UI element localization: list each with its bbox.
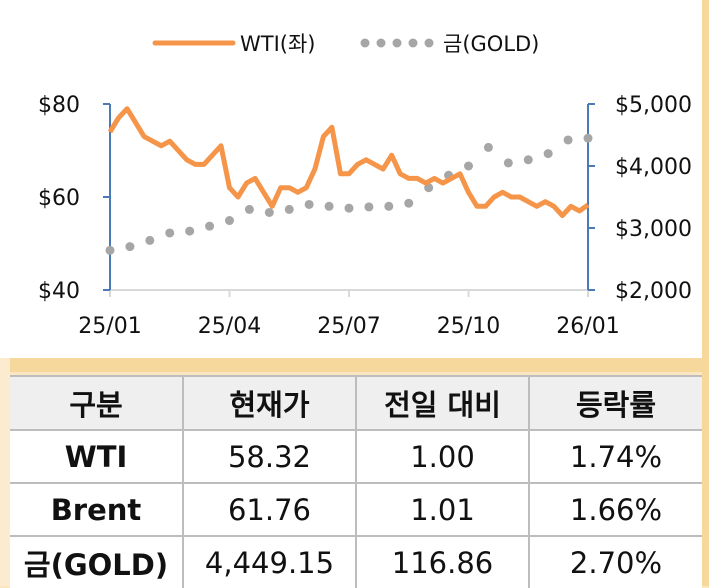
col-header-category: 구분 (10, 375, 184, 431)
row-price: 58.32 (182, 429, 357, 484)
row-rate: 1.66% (528, 482, 702, 537)
legend-gold-label: 금(GOLD) (443, 32, 539, 56)
svg-text:26/01: 26/01 (556, 314, 619, 339)
gold-series (105, 133, 593, 255)
table-row: WTI 58.32 1.00 1.74% (10, 429, 702, 484)
row-name: 금(GOLD) (10, 535, 184, 588)
svg-text:$60: $60 (38, 186, 80, 211)
table-header-row: 구분 현재가 전일 대비 등락률 (10, 375, 702, 431)
svg-text:$4,000: $4,000 (615, 155, 692, 180)
frame-right (702, 0, 709, 586)
price-table: 구분 현재가 전일 대비 등락률 WTI 58.32 1.00 1.74% Br… (10, 375, 702, 588)
col-header-change: 전일 대비 (355, 375, 530, 431)
frame-divider (10, 358, 702, 372)
row-name: Brent (10, 482, 184, 537)
svg-text:25/04: 25/04 (198, 314, 261, 339)
table-row: 금(GOLD) 4,449.15 116.86 2.70% (10, 535, 702, 588)
x-axis-ticks (109, 290, 589, 297)
svg-text:$5,000: $5,000 (615, 93, 692, 118)
row-change: 1.01 (355, 482, 530, 537)
line-chart: WTI(좌) 금(GOLD) 25/01 25/04 25/07 25/10 26/01… (38, 32, 692, 339)
gold-legend-swatch (360, 38, 434, 48)
col-header-rate: 등락률 (528, 375, 702, 431)
row-change: 1.00 (355, 429, 530, 484)
table-row: Brent 61.76 1.01 1.66% (10, 482, 702, 537)
chart-panel: WTI(좌) 금(GOLD) 25/01 25/04 25/07 25/10 26/01… (0, 0, 702, 358)
wti-series (107, 106, 590, 219)
row-name: WTI (10, 429, 184, 484)
frame-left (0, 358, 10, 586)
row-price: 4,449.15 (182, 535, 357, 588)
row-rate: 1.74% (528, 429, 702, 484)
svg-text:25/07: 25/07 (317, 314, 380, 339)
row-change: 116.86 (355, 535, 530, 588)
svg-text:$3,000: $3,000 (615, 217, 692, 242)
legend-wti-label: WTI(좌) (240, 32, 316, 56)
col-header-price: 현재가 (182, 375, 357, 431)
row-price: 61.76 (182, 482, 357, 537)
row-rate: 2.70% (528, 535, 702, 588)
svg-text:$2,000: $2,000 (615, 279, 692, 304)
svg-text:25/01: 25/01 (78, 314, 141, 339)
svg-text:$40: $40 (38, 279, 80, 304)
svg-text:$80: $80 (38, 93, 80, 118)
legend: WTI(좌) 금(GOLD) (152, 32, 539, 56)
svg-text:25/10: 25/10 (437, 314, 500, 339)
